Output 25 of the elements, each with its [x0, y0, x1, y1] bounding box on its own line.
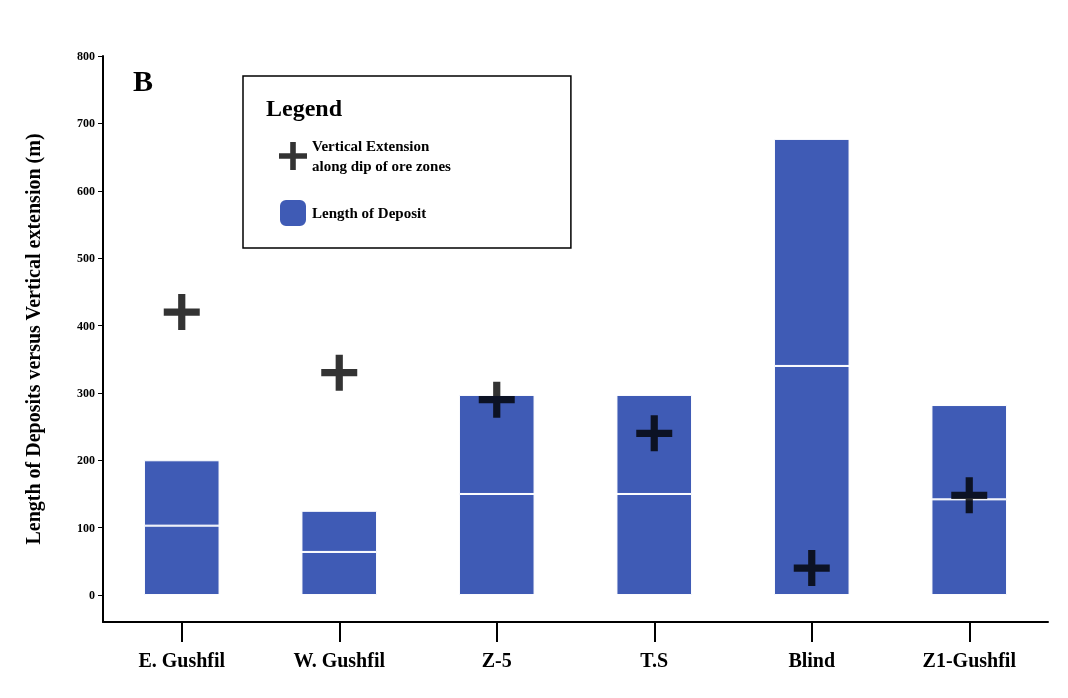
point — [321, 354, 358, 391]
point — [793, 550, 830, 587]
point — [951, 477, 988, 514]
y-tick-label: 300 — [77, 385, 95, 400]
x-tick-label: Z1-Gushfil — [922, 649, 1017, 671]
y-tick-label: 500 — [77, 251, 95, 266]
x-tick-label: E. Gushfil — [138, 649, 226, 671]
y-tick-label: 800 — [77, 49, 95, 63]
y-tick-label: 400 — [77, 318, 95, 333]
legend-title: Legend — [266, 95, 343, 121]
x-tick-label: Z-5 — [481, 649, 512, 671]
y-tick-label: 700 — [77, 116, 95, 131]
y-tick-label: 0 — [89, 588, 95, 603]
y-tick-label: 600 — [77, 183, 95, 198]
point — [478, 381, 515, 418]
x-tick-label: W. Gushfil — [293, 649, 386, 671]
legend-label: Vertical Extension along dip of ore zones — [312, 138, 452, 174]
y-tick-label: 100 — [77, 520, 95, 535]
y-axis-title: Length of Deposits versus Vertical extension (m) — [22, 133, 45, 545]
x-tick-label: T.S — [640, 649, 669, 671]
y-tick-label: 200 — [77, 453, 95, 468]
point — [163, 294, 200, 331]
x-tick-label: Blind — [788, 649, 836, 671]
legend-label: Length of Deposit — [312, 205, 427, 221]
chart-title: B — [133, 63, 154, 97]
